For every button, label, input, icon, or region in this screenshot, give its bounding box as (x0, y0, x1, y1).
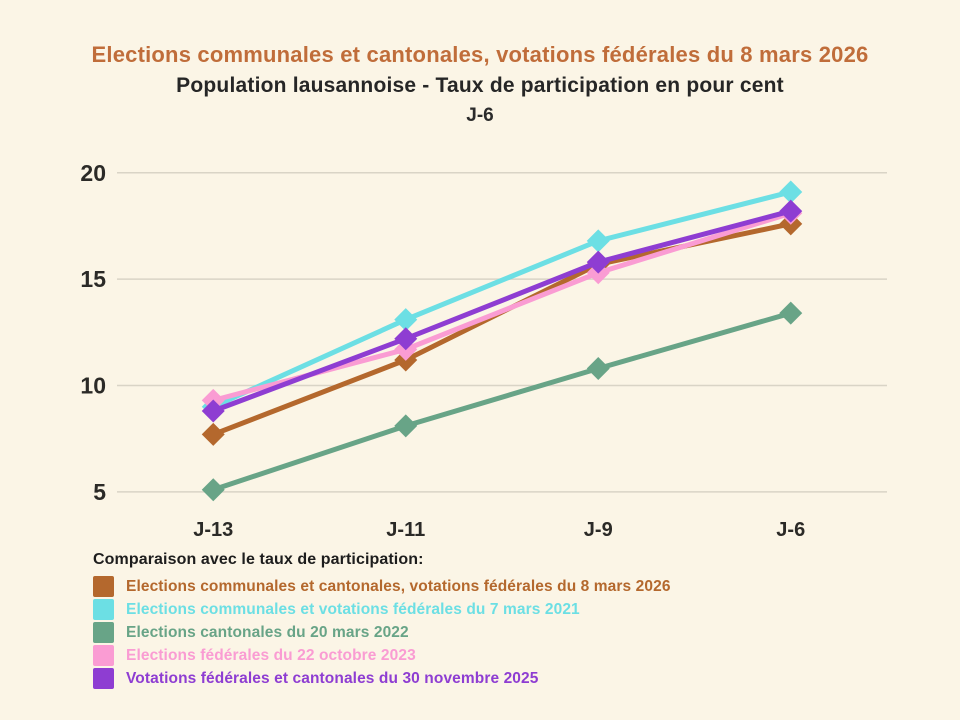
x-axis-label: J-13 (193, 519, 233, 541)
data-point-marker (201, 422, 225, 446)
legend-swatch-2021 (93, 599, 114, 620)
legend-item-2022: Elections cantonales du 20 mars 2022 (93, 621, 913, 644)
data-point-marker (586, 229, 610, 253)
legend-item-2026: Elections communales et cantonales, vota… (93, 575, 913, 598)
legend-item-2025: Votations fédérales et cantonales du 30 … (93, 667, 913, 690)
y-axis-tick-label: 15 (80, 266, 106, 292)
y-axis-tick-label: 10 (80, 373, 106, 399)
participation-line-chart: 20 15 10 5 J-13 J-11 J-9 J-6 (80, 160, 887, 541)
chart-period-label: J-6 (466, 105, 494, 126)
legend-item-2023: Elections fédérales du 22 octobre 2023 (93, 644, 913, 667)
x-axis-label: J-9 (584, 519, 613, 541)
series-line (210, 208, 794, 414)
series-line (210, 189, 794, 410)
data-point-marker (779, 301, 803, 325)
data-point-marker (586, 250, 610, 274)
data-point-marker (394, 327, 418, 351)
legend-label-2021: Elections communales et votations fédéra… (126, 600, 580, 618)
legend-label-2025: Votations fédérales et cantonales du 30 … (126, 669, 539, 687)
legend-label-2022: Elections cantonales du 20 mars 2022 (126, 623, 409, 641)
data-point-marker (201, 399, 225, 423)
legend-swatch-2022 (93, 622, 114, 643)
x-axis-label: J-6 (776, 519, 805, 541)
data-point-marker (586, 356, 610, 380)
data-point-marker (779, 199, 803, 223)
chart-title: Elections communales et cantonales, vota… (91, 42, 869, 67)
legend-item-2021: Elections communales et votations fédéra… (93, 598, 913, 621)
data-point-marker (201, 478, 225, 502)
legend-swatch-2025 (93, 668, 114, 689)
y-axis-tick-label: 5 (93, 479, 106, 505)
series-line (210, 310, 794, 493)
x-axis-label: J-11 (386, 519, 425, 541)
series-line (210, 210, 794, 403)
legend: Comparaison avec le taux de participatio… (93, 551, 913, 690)
legend-swatch-2023 (93, 645, 114, 666)
data-point-marker (394, 308, 418, 332)
legend-title: Comparaison avec le taux de participatio… (93, 551, 424, 568)
series-line (210, 221, 794, 437)
legend-label-2023: Elections fédérales du 22 octobre 2023 (126, 646, 416, 664)
data-point-marker (394, 414, 418, 438)
y-axis-tick-label: 20 (80, 160, 106, 186)
chart-subtitle: Population lausannoise - Taux de partici… (176, 74, 784, 97)
data-point-marker (779, 180, 803, 204)
legend-label-2026: Elections communales et cantonales, vota… (126, 577, 671, 595)
legend-swatch-2026 (93, 576, 114, 597)
